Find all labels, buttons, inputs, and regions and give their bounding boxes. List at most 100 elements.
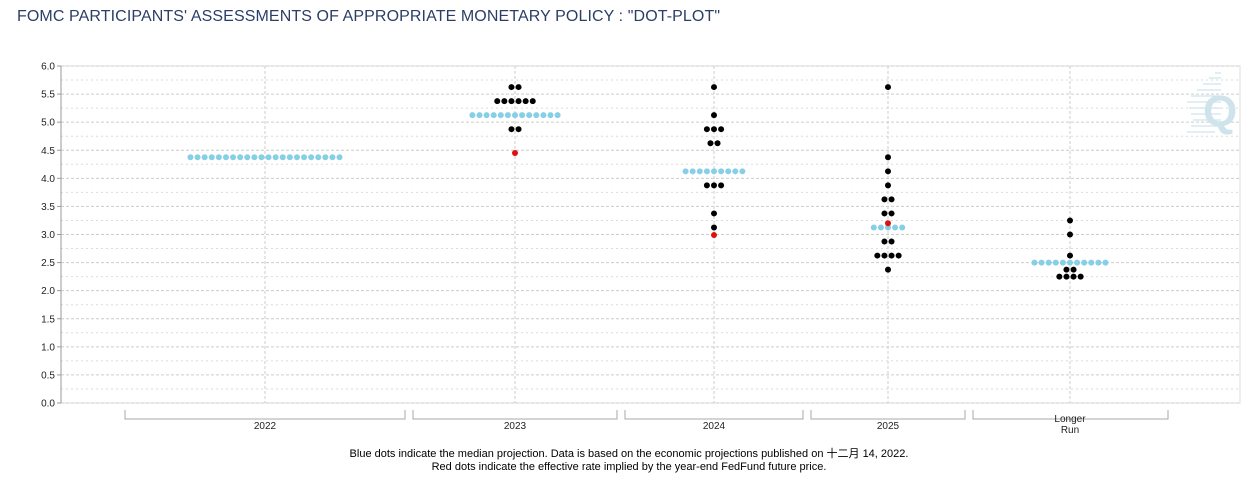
median-dot	[696, 168, 703, 175]
median-dot	[1038, 259, 1045, 266]
median-dot	[1052, 259, 1059, 266]
participant-dot	[1067, 231, 1073, 238]
participant-dot	[711, 84, 717, 91]
participant-dot	[711, 112, 717, 119]
participant-dot	[888, 196, 895, 203]
x-tick-label: 2023	[504, 421, 527, 432]
category-bracket	[124, 410, 406, 420]
median-dot	[279, 154, 286, 161]
participant-dot	[874, 252, 881, 259]
participant-dot	[515, 126, 522, 133]
participant-dot	[881, 196, 888, 203]
participant-dot	[885, 84, 891, 91]
y-tick-label: 1.0	[41, 342, 55, 353]
median-dot	[258, 154, 265, 161]
logo-stripes	[1187, 72, 1221, 133]
median-dot	[1031, 259, 1038, 266]
participant-dot	[703, 126, 710, 133]
median-dot	[739, 168, 746, 175]
participant-dot	[1067, 252, 1073, 259]
median-dot	[490, 112, 497, 119]
participant-dot	[718, 182, 725, 189]
median-dot	[222, 154, 229, 161]
logo-letter: Q	[1203, 87, 1237, 136]
y-tick-label: 3.5	[41, 202, 55, 213]
median-dot	[322, 154, 329, 161]
participant-dot	[515, 84, 522, 91]
market-implied-dot	[711, 232, 717, 239]
participant-dot	[703, 182, 710, 189]
participant-dot	[885, 266, 891, 273]
median-dot	[1059, 259, 1066, 266]
median-dot	[286, 154, 293, 161]
participant-dot	[888, 210, 895, 217]
median-dot	[892, 224, 899, 231]
median-dot	[230, 154, 237, 161]
median-dot	[244, 154, 251, 161]
x-tick-label: Longer	[1054, 414, 1086, 425]
participant-dot	[711, 126, 717, 133]
median-dot	[336, 154, 343, 161]
median-dot	[703, 168, 710, 175]
participant-dot	[508, 84, 515, 91]
chart-title: FOMC PARTICIPANTS' ASSESSMENTS OF APPROP…	[17, 8, 721, 25]
participant-dot	[494, 98, 501, 105]
median-dot	[187, 154, 194, 161]
participant-dot	[1056, 273, 1063, 280]
participant-dot	[1067, 217, 1073, 224]
y-tick-label: 6.0	[41, 62, 55, 73]
category-bracket	[624, 410, 804, 420]
participant-dot	[707, 140, 714, 147]
median-dot	[526, 112, 533, 119]
median-dot	[711, 168, 717, 175]
y-tick-label: 0.5	[41, 370, 55, 381]
median-dot	[201, 154, 208, 161]
median-dot	[682, 168, 689, 175]
participant-dot	[711, 224, 717, 231]
participant-dot	[888, 238, 895, 245]
median-dot	[533, 112, 540, 119]
x-tick-label: Run	[1061, 425, 1079, 436]
median-dot	[315, 154, 322, 161]
y-tick-label: 3.0	[41, 230, 55, 241]
category-bracket	[810, 410, 966, 420]
participant-dot	[1070, 266, 1077, 273]
median-dot	[899, 224, 906, 231]
participant-dot	[508, 98, 515, 105]
y-tick-label: 4.5	[41, 146, 55, 157]
median-dot	[885, 224, 891, 231]
x-tick-label: 2022	[254, 421, 277, 432]
footnote-line-2: Red dots indicate the effective rate imp…	[431, 461, 827, 473]
participant-dot	[718, 126, 725, 133]
median-dot	[1067, 259, 1073, 266]
market-implied-dot	[885, 220, 891, 227]
participant-dot	[501, 98, 508, 105]
median-dot	[718, 168, 725, 175]
median-dot	[1074, 259, 1081, 266]
median-dot	[1088, 259, 1095, 266]
participant-dot	[711, 182, 717, 189]
y-tick-label: 2.5	[41, 258, 55, 269]
participant-dot	[529, 98, 536, 105]
participant-dot	[522, 98, 529, 105]
participant-dot	[885, 182, 891, 189]
participant-dot	[714, 140, 721, 147]
participant-dot	[881, 238, 888, 245]
median-dot	[497, 112, 504, 119]
y-tick-label: 0.0	[41, 399, 55, 410]
x-tick-label: 2024	[703, 421, 726, 432]
y-tick-label: 5.5	[41, 90, 55, 101]
footnote-line-1: Blue dots indicate the median projection…	[349, 448, 909, 460]
y-tick-label: 4.0	[41, 174, 55, 185]
participant-dot	[1063, 273, 1070, 280]
median-dot	[512, 112, 518, 119]
median-dot	[251, 154, 258, 161]
participant-dot	[508, 126, 515, 133]
participant-dot	[881, 252, 888, 259]
y-tick-label: 1.5	[41, 314, 55, 325]
median-dot	[272, 154, 279, 161]
participant-dot	[885, 168, 891, 175]
median-dot	[732, 168, 739, 175]
median-dot	[208, 154, 215, 161]
